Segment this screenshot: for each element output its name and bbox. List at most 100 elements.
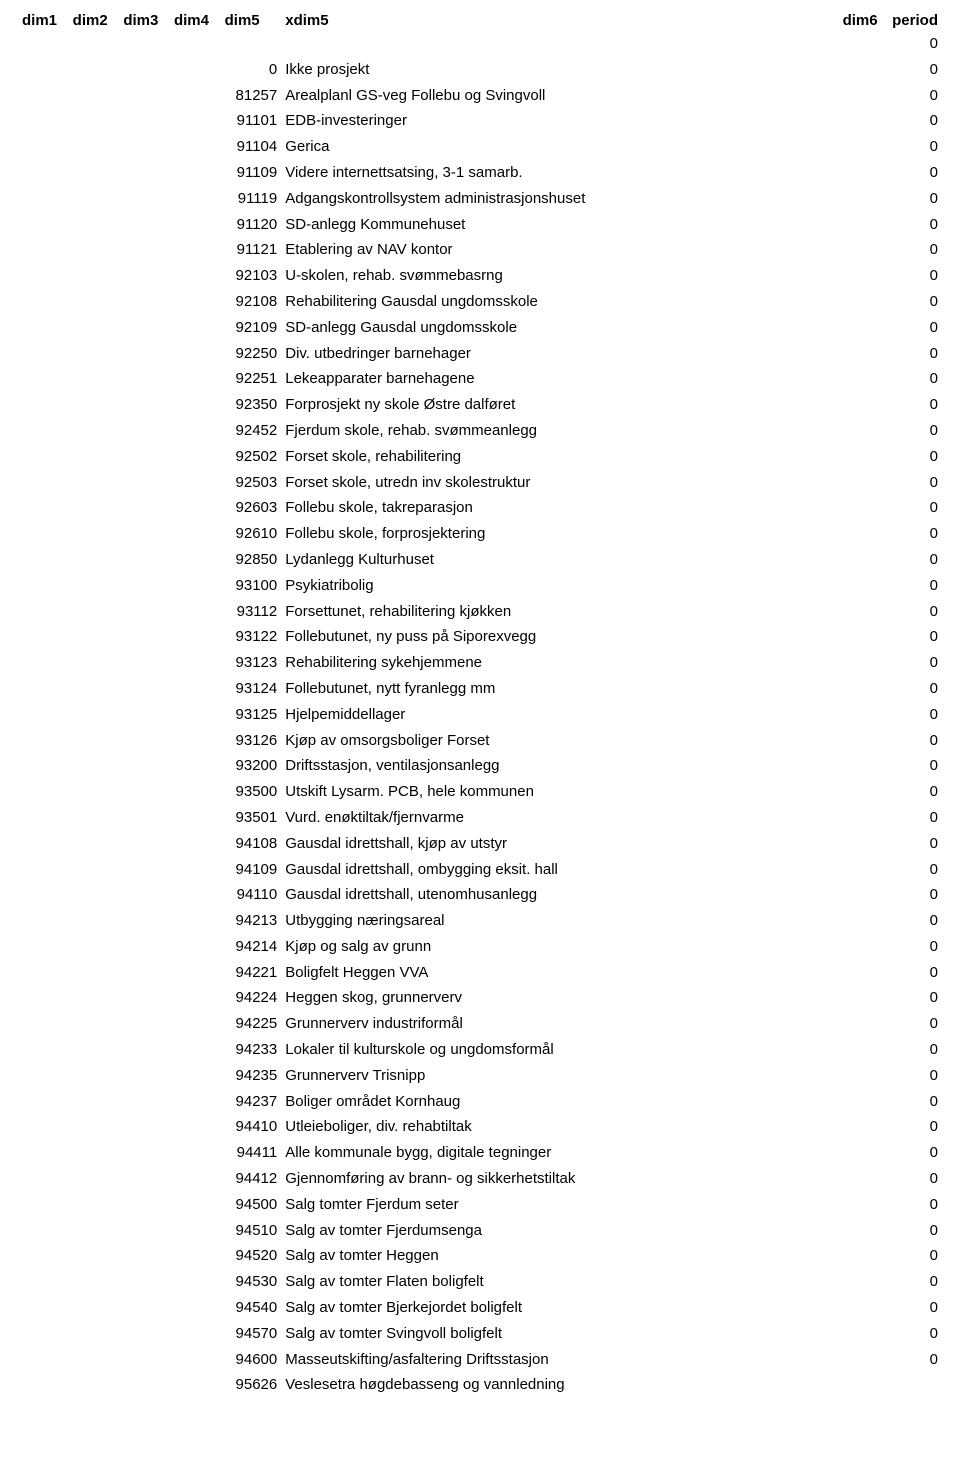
cell-dim2 <box>73 960 124 986</box>
cell-dim3 <box>123 263 174 289</box>
cell-dim6 <box>827 1295 878 1321</box>
cell-dim6 <box>827 57 878 83</box>
cell-dim3 <box>123 1347 174 1373</box>
cell-dim1 <box>22 1243 73 1269</box>
cell-dim3 <box>123 1063 174 1089</box>
cell-dim2 <box>73 1269 124 1295</box>
cell-dim5: 94412 <box>225 1166 286 1192</box>
cell-dim3 <box>123 31 174 57</box>
table-row: 94412Gjennomføring av brann- og sikkerhe… <box>22 1166 938 1192</box>
cell-dim2 <box>73 1114 124 1140</box>
cell-dim5: 0 <box>225 57 286 83</box>
table-row: 92502Forset skole, rehabilitering0 <box>22 444 938 470</box>
cell-dim4 <box>174 1140 225 1166</box>
cell-period: 0 <box>878 470 938 496</box>
cell-dim5: 92108 <box>225 289 286 315</box>
cell-dim4 <box>174 702 225 728</box>
cell-period: 0 <box>878 547 938 573</box>
cell-dim4 <box>174 985 225 1011</box>
cell-dim2 <box>73 289 124 315</box>
cell-dim2 <box>73 624 124 650</box>
cell-dim4 <box>174 186 225 212</box>
cell-dim6 <box>827 392 878 418</box>
cell-dim4 <box>174 83 225 109</box>
cell-dim3 <box>123 908 174 934</box>
cell-dim5: 93500 <box>225 779 286 805</box>
cell-xdim5: Utskift Lysarm. PCB, hele kommunen <box>285 779 827 805</box>
cell-dim6 <box>827 1372 878 1398</box>
cell-dim1 <box>22 934 73 960</box>
cell-dim2 <box>73 444 124 470</box>
cell-dim3 <box>123 728 174 754</box>
cell-dim3 <box>123 418 174 444</box>
cell-dim6 <box>827 263 878 289</box>
table-row: 93124Follebutunet, nytt fyranlegg mm0 <box>22 676 938 702</box>
cell-dim5: 92452 <box>225 418 286 444</box>
cell-dim1 <box>22 1063 73 1089</box>
cell-dim6 <box>827 1166 878 1192</box>
cell-dim2 <box>73 1372 124 1398</box>
cell-dim6 <box>827 237 878 263</box>
cell-dim3 <box>123 934 174 960</box>
cell-dim3 <box>123 186 174 212</box>
table-row: 94570Salg av tomter Svingvoll boligfelt0 <box>22 1321 938 1347</box>
cell-period: 0 <box>878 985 938 1011</box>
cell-dim2 <box>73 1089 124 1115</box>
cell-period: 0 <box>878 1037 938 1063</box>
cell-dim5: 94570 <box>225 1321 286 1347</box>
cell-dim5 <box>225 31 286 57</box>
cell-period: 0 <box>878 186 938 212</box>
cell-dim6 <box>827 1321 878 1347</box>
table-row: 81257Arealplanl GS-veg Follebu og Svingv… <box>22 83 938 109</box>
cell-dim6 <box>827 418 878 444</box>
cell-dim2 <box>73 650 124 676</box>
report-page: dim1 dim2 dim3 dim4 dim5 xdim5 dim6 peri… <box>0 0 960 1418</box>
cell-dim5: 94214 <box>225 934 286 960</box>
cell-period: 0 <box>878 1192 938 1218</box>
cell-dim1 <box>22 599 73 625</box>
cell-dim1 <box>22 1011 73 1037</box>
cell-period: 0 <box>878 831 938 857</box>
cell-period: 0 <box>878 1140 938 1166</box>
cell-dim2 <box>73 470 124 496</box>
table-row: 92109SD-anlegg Gausdal ungdomsskole0 <box>22 315 938 341</box>
cell-dim4 <box>174 495 225 521</box>
cell-xdim5: Videre internettsatsing, 3-1 samarb. <box>285 160 827 186</box>
cell-dim3 <box>123 882 174 908</box>
header-dim2: dim2 <box>73 12 124 29</box>
cell-dim4 <box>174 1037 225 1063</box>
cell-dim3 <box>123 1166 174 1192</box>
cell-dim1 <box>22 624 73 650</box>
cell-dim2 <box>73 315 124 341</box>
cell-dim1 <box>22 495 73 521</box>
cell-xdim5: Div. utbedringer barnehager <box>285 341 827 367</box>
cell-dim4 <box>174 960 225 986</box>
cell-dim6 <box>827 1063 878 1089</box>
cell-dim1 <box>22 805 73 831</box>
cell-dim1 <box>22 1140 73 1166</box>
cell-dim5: 91119 <box>225 186 286 212</box>
cell-dim2 <box>73 702 124 728</box>
cell-dim5: 93125 <box>225 702 286 728</box>
cell-dim5: 94410 <box>225 1114 286 1140</box>
cell-dim5: 94225 <box>225 1011 286 1037</box>
cell-dim6 <box>827 31 878 57</box>
cell-dim6 <box>827 934 878 960</box>
cell-dim3 <box>123 1372 174 1398</box>
cell-dim3 <box>123 1140 174 1166</box>
cell-xdim5: Heggen skog, grunnerverv <box>285 985 827 1011</box>
cell-dim6 <box>827 83 878 109</box>
cell-dim1 <box>22 650 73 676</box>
cell-dim1 <box>22 857 73 883</box>
cell-dim5: 94500 <box>225 1192 286 1218</box>
cell-dim6 <box>827 573 878 599</box>
cell-xdim5: Salg tomter Fjerdum seter <box>285 1192 827 1218</box>
cell-dim1 <box>22 418 73 444</box>
cell-dim5: 93126 <box>225 728 286 754</box>
cell-dim4 <box>174 237 225 263</box>
cell-dim2 <box>73 728 124 754</box>
table-body: 0Ikke prosjekt081257Arealplanl GS-veg Fo… <box>22 57 938 1398</box>
cell-dim1 <box>22 882 73 908</box>
table-row: 94233Lokaler til kulturskole og ungdomsf… <box>22 1037 938 1063</box>
cell-period: 0 <box>878 1166 938 1192</box>
